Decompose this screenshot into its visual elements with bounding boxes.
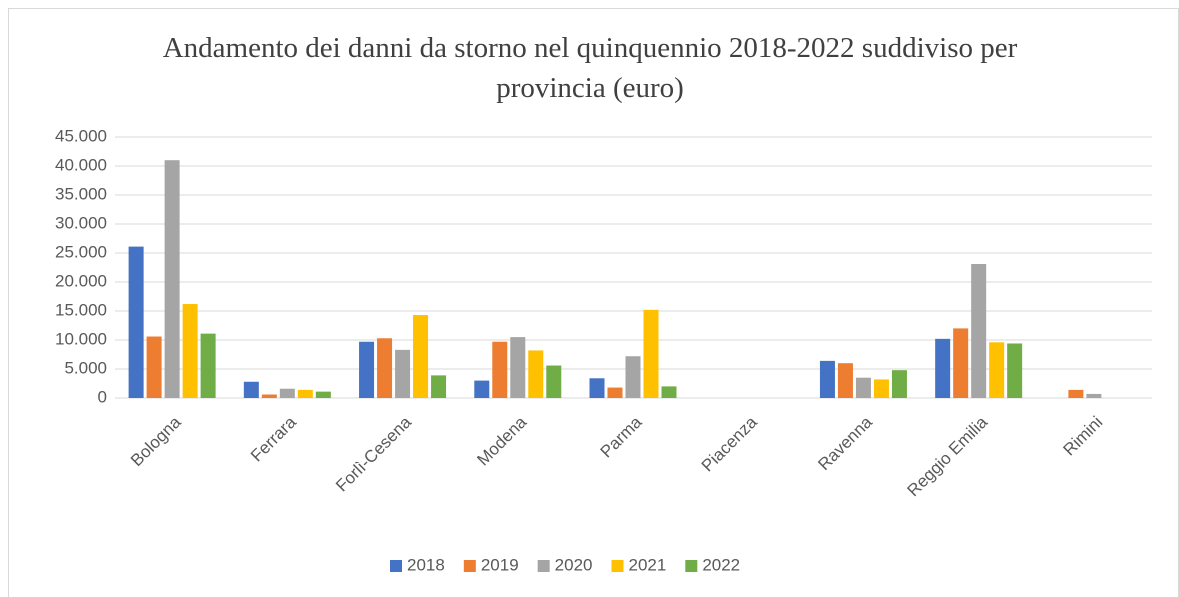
y-tick-label: 5.000 [64, 358, 107, 377]
y-tick-label: 45.000 [55, 126, 107, 145]
chart-title: Andamento dei danni da storno nel quinqu… [162, 32, 1018, 104]
bar [819, 360, 835, 398]
legend-swatch [537, 560, 550, 572]
bar [873, 379, 889, 398]
x-tick-label: Modena [473, 412, 530, 469]
legend-swatch [611, 560, 624, 572]
legend-label: 2020 [555, 555, 593, 574]
x-tick-label: Forlì-Cesena [332, 412, 415, 495]
legend-swatch [463, 560, 476, 572]
y-tick-label: 30.000 [55, 213, 107, 232]
bar [279, 388, 295, 398]
bar [643, 309, 659, 398]
bar [243, 381, 259, 398]
y-tick-label: 25.000 [55, 242, 107, 261]
y-tick-label: 10.000 [55, 329, 107, 348]
x-tick-label: Ravenna [814, 412, 876, 474]
bar [377, 338, 393, 398]
y-tick-label: 0 [98, 387, 107, 406]
legend-label: 2018 [407, 555, 445, 574]
bar [589, 378, 605, 398]
bar [953, 328, 969, 398]
x-tick-label: Reggio Emilia [904, 412, 992, 500]
bar [935, 338, 951, 398]
bar [546, 365, 562, 398]
x-tick-label: Bologna [127, 412, 185, 470]
y-tick-label: 35.000 [55, 184, 107, 203]
bar [474, 380, 490, 398]
bar [971, 264, 987, 398]
legend-label: 2022 [702, 555, 740, 574]
bar [395, 349, 411, 398]
x-tick-label: Parma [597, 412, 646, 461]
bar [261, 394, 277, 398]
x-tick-label: Rimini [1060, 413, 1107, 460]
legend-swatch [685, 560, 698, 572]
bar [431, 375, 447, 398]
bar [1086, 393, 1102, 398]
bar [164, 160, 180, 398]
legend-label: 2021 [628, 555, 666, 574]
bar [182, 304, 198, 398]
bar [200, 333, 216, 398]
bar [661, 386, 677, 398]
bar [891, 370, 907, 398]
bar [989, 342, 1005, 398]
legend-label: 2019 [481, 555, 519, 574]
bar [1007, 343, 1023, 398]
bar [837, 363, 853, 398]
bar [297, 389, 313, 398]
x-tick-label: Piacenza [698, 412, 761, 475]
legend-swatch [390, 560, 402, 572]
bar [413, 315, 429, 398]
bar [528, 350, 544, 398]
bar [315, 391, 331, 398]
bar [146, 336, 162, 398]
bar [855, 377, 871, 398]
bar [510, 337, 526, 398]
bar [359, 341, 375, 398]
bar [128, 246, 144, 398]
x-tick-label: Ferrara [247, 412, 300, 465]
y-tick-label: 20.000 [55, 271, 107, 290]
y-tick-label: 40.000 [55, 155, 107, 174]
y-tick-label: 15.000 [55, 300, 107, 319]
bar [1068, 389, 1084, 398]
bar [492, 341, 508, 398]
bar [625, 356, 641, 398]
bar [607, 387, 623, 398]
